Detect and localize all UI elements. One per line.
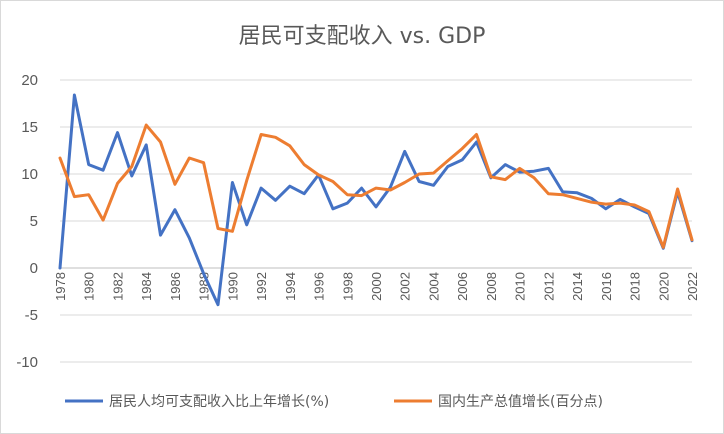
x-tick-label: 1996 — [312, 272, 327, 301]
y-tick-label: -5 — [25, 307, 38, 324]
y-tick-label: 20 — [21, 72, 38, 89]
x-tick-label: 2016 — [599, 272, 614, 301]
y-axis-ticks: -10 -5 0 5 10 15 20 — [16, 72, 38, 371]
series-line-1 — [58, 93, 694, 307]
x-tick-label: 2022 — [685, 272, 700, 301]
x-tick-label: 2000 — [369, 272, 384, 301]
legend-label-2: 国内生产总值增长(百分点) — [438, 394, 603, 410]
x-tick-label: 1986 — [168, 272, 183, 301]
y-tick-label: 0 — [30, 260, 38, 277]
x-tick-label: 1988 — [197, 272, 212, 301]
x-tick-label: 2018 — [628, 272, 643, 301]
x-tick-label: 2006 — [455, 272, 470, 301]
x-tick-label: 1992 — [254, 272, 269, 301]
x-tick-label: 1998 — [340, 272, 355, 301]
x-tick-label: 2012 — [541, 272, 556, 301]
gridlines — [60, 79, 692, 363]
series-line-2 — [58, 123, 694, 249]
x-tick-label: 2004 — [426, 272, 441, 301]
x-tick-label: 2008 — [484, 272, 499, 301]
x-tick-label: 2010 — [513, 272, 528, 301]
chart-title: 居民可支配收入 vs. GDP — [238, 24, 486, 49]
x-tick-label: 1994 — [283, 272, 298, 301]
legend-label-1: 居民人均可支配收入比上年增长(%) — [109, 394, 329, 410]
x-tick-label: 1984 — [139, 272, 154, 301]
x-tick-label: 2020 — [656, 272, 671, 301]
y-tick-label: 10 — [21, 166, 38, 183]
x-tick-label: 1978 — [53, 272, 68, 301]
x-tick-label: 2014 — [570, 272, 585, 301]
y-tick-label: 5 — [30, 213, 38, 230]
x-tick-label: 1990 — [225, 272, 240, 301]
x-tick-label: 1980 — [82, 272, 97, 301]
x-axis-ticks: 1978 1980 1982 1984 1986 1988 1990 1992 1994 1996… — [53, 272, 700, 301]
x-tick-label: 1982 — [110, 272, 125, 301]
y-tick-label: -10 — [16, 354, 38, 371]
series-lines — [58, 93, 694, 307]
legend: 居民人均可支配收入比上年增长(%) 国内生产总值增长(百分点) — [65, 394, 603, 410]
y-tick-label: 15 — [21, 119, 38, 136]
x-tick-label: 2002 — [398, 272, 413, 301]
